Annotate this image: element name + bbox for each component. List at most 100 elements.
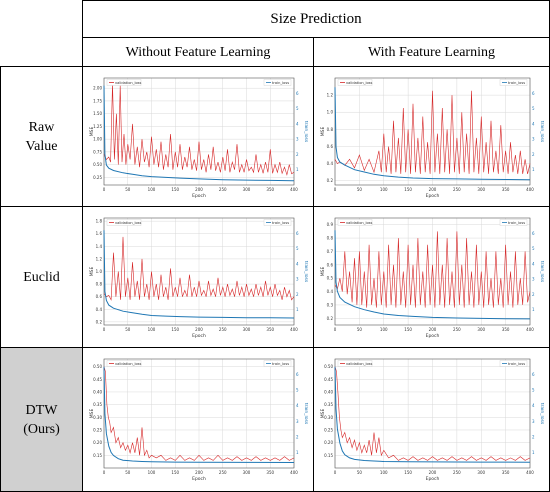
legend-train-label: train_loss (508, 362, 525, 366)
y-tick-label: 1.75 (93, 98, 102, 103)
legend-train-label: train_loss (272, 81, 289, 85)
header-title-cell: Size Prediction (82, 0, 550, 38)
y2-tick-label: 6 (296, 372, 299, 377)
y-tick-label: 0.5 (327, 276, 334, 281)
y-tick-label: 0.30 (324, 415, 333, 420)
y2-tick-label: 3 (296, 277, 299, 282)
x-tick-label: 50 (125, 470, 131, 475)
x-tick-label: 300 (243, 327, 251, 332)
y-axis-label: MSE (89, 409, 95, 419)
y2-axis-label: train_loss (539, 403, 544, 425)
y2-tick-label: 6 (296, 91, 299, 96)
y-tick-label: 0.20 (93, 440, 102, 445)
y2-tick-label: 2 (532, 152, 535, 157)
y-tick-label: 0.4 (96, 307, 103, 312)
x-axis-label: Epoch (426, 476, 440, 482)
chart-background (88, 72, 308, 202)
x-tick-label: 250 (219, 187, 227, 192)
y-axis-label: MSE (320, 127, 326, 137)
y-tick-label: 0.45 (324, 377, 333, 382)
y2-tick-label: 5 (532, 246, 535, 251)
chart-background (319, 353, 544, 485)
y2-tick-label: 4 (532, 261, 535, 266)
header-title: Size Prediction (270, 10, 362, 27)
y2-tick-label: 4 (296, 261, 299, 266)
x-tick-label: 300 (243, 187, 251, 192)
legend-train-label: train_loss (508, 221, 525, 225)
x-tick-label: 250 (219, 327, 227, 332)
x-tick-label: 400 (526, 470, 534, 475)
y2-tick-label: 2 (532, 292, 535, 297)
y-tick-label: 1.2 (327, 93, 334, 98)
y2-tick-label: 2 (296, 292, 299, 297)
chart-background (88, 212, 308, 342)
y2-tick-label: 5 (532, 388, 535, 393)
legend-right-box (499, 79, 528, 86)
y2-tick-label: 6 (296, 231, 299, 236)
y-tick-label: 1.8 (96, 219, 103, 224)
x-tick-label: 50 (125, 327, 131, 332)
x-tick-label: 100 (148, 327, 156, 332)
x-tick-label: 400 (526, 327, 534, 332)
y-tick-label: 0.9 (327, 222, 334, 227)
chart-dtw-with-feature-learning: 0 50 100 150 200 250 300 350 400 0.15 0.20 0.25 0.30… (319, 353, 544, 485)
x-axis-label: Epoch (426, 333, 440, 339)
row-header-euclid: Euclid (0, 206, 83, 348)
y-tick-label: 0.35 (324, 402, 333, 407)
x-axis-label: Epoch (192, 333, 206, 339)
y2-tick-label: 3 (532, 277, 535, 282)
y-tick-label: 0.30 (93, 415, 102, 420)
y-axis-label: MSE (320, 267, 326, 277)
y2-axis-label: train_loss (303, 261, 308, 283)
chart-euclid-with-feature-learning: 0 50 100 150 200 250 300 350 400 0.2 0.3 0.4 0.5 0.6 0… (319, 212, 544, 342)
y2-tick-label: 5 (532, 106, 535, 111)
validation-loss-line (334, 366, 531, 461)
x-tick-label: 0 (334, 327, 337, 332)
x-tick-label: 150 (171, 327, 179, 332)
legend-left-box (337, 219, 373, 226)
row-header-raw-value: Raw Value (0, 66, 83, 207)
y-tick-label: 0.50 (324, 364, 333, 369)
y-tick-label: 0.25 (93, 175, 102, 180)
legend-train-label: train_loss (272, 362, 289, 366)
validation-loss-line (103, 366, 295, 461)
legend-train-label: train_loss (272, 221, 289, 225)
x-tick-label: 150 (404, 470, 412, 475)
y-tick-label: 0.25 (324, 427, 333, 432)
y2-tick-label: 3 (532, 419, 535, 424)
y2-axis-label: train_loss (303, 121, 308, 143)
y-tick-label: 0.6 (327, 262, 334, 267)
plot-frame (103, 77, 295, 186)
row-header-euclid-label: Euclid (23, 269, 60, 285)
y-tick-label: 2.00 (93, 86, 102, 91)
y-tick-label: 0.75 (93, 149, 102, 154)
x-tick-label: 350 (266, 327, 274, 332)
y2-tick-label: 3 (532, 137, 535, 142)
y-tick-label: 0.50 (93, 162, 102, 167)
y-tick-label: 1.0 (96, 269, 103, 274)
x-tick-label: 250 (453, 470, 461, 475)
chart-dtw-without-feature-learning: 0 50 100 150 200 250 300 350 400 0.15 0.20 0.25 0.30… (88, 353, 308, 485)
y-axis-label: MSE (320, 409, 326, 419)
legend-validation-label: validation_loss (346, 362, 373, 366)
x-tick-label: 200 (195, 327, 203, 332)
plot-frame (103, 358, 295, 469)
x-tick-label: 300 (477, 470, 485, 475)
y2-tick-label: 1 (532, 307, 535, 312)
x-tick-label: 300 (477, 327, 485, 332)
y-tick-label: 0.8 (327, 127, 334, 132)
x-tick-label: 400 (526, 187, 534, 192)
row-header-dtw-label: DTW (Ours) (23, 402, 60, 437)
y-tick-label: 0.4 (327, 161, 334, 166)
x-tick-label: 50 (357, 470, 363, 475)
y2-tick-label: 1 (532, 167, 535, 172)
x-tick-label: 0 (334, 187, 337, 192)
y-tick-label: 1.25 (93, 124, 102, 129)
legend-right-box (263, 219, 292, 226)
y-tick-label: 0.35 (93, 402, 102, 407)
validation-loss-line (334, 231, 531, 308)
validation-loss-line (103, 83, 295, 176)
y2-tick-label: 4 (296, 403, 299, 408)
x-tick-label: 50 (357, 187, 363, 192)
y-tick-label: 0.25 (93, 427, 102, 432)
